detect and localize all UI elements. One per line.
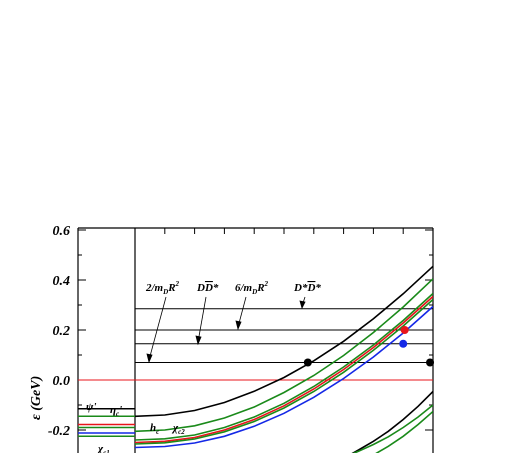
marker-point xyxy=(426,358,435,367)
series-curve xyxy=(352,404,433,453)
marker-point xyxy=(399,339,408,348)
threshold-label-6-mdr2: 6/mDR2 xyxy=(235,280,269,296)
series-curve xyxy=(135,298,433,445)
arrow-2-mdr2-head xyxy=(146,353,153,364)
series-curve xyxy=(351,390,433,453)
threshold-lines xyxy=(78,308,433,381)
level-label-chic1: χc1 xyxy=(96,443,110,453)
y-ticks: 0.6 0.4 0.2 0.0 -0.2 xyxy=(48,224,433,439)
threshold-labels: 2/mDR2 DD* 6/mDR2 D*D* xyxy=(145,280,321,296)
y-axis-label: ε (GeV) xyxy=(29,376,44,420)
left-level-labels: ψ' ηc' hc χc2 χc1 xyxy=(86,401,185,453)
y-tick-label: 0.2 xyxy=(53,324,71,339)
annotation-arrows xyxy=(146,296,306,364)
series-curve xyxy=(135,305,433,449)
y-tick-label: 0.6 xyxy=(53,224,71,239)
level-label-chic2: χc2 xyxy=(171,422,185,436)
series-curve xyxy=(135,292,433,441)
threshold-label-dstar-dstar: D*D* xyxy=(293,282,321,294)
series-curve xyxy=(135,265,433,418)
y-tick-label: -0.2 xyxy=(48,424,70,439)
threshold-label-ddstar: DD* xyxy=(196,282,219,294)
marker-point xyxy=(303,358,312,367)
series-curve xyxy=(375,410,433,453)
markers xyxy=(303,326,435,367)
level-label-etac-prime: ηc' xyxy=(110,404,122,418)
curves xyxy=(135,265,433,453)
series-curve xyxy=(135,278,433,433)
arrow-ddstar xyxy=(197,296,207,343)
series-curve xyxy=(135,295,433,444)
y-tick-label: 0.4 xyxy=(53,274,71,289)
y-tick-label: 0.0 xyxy=(53,374,71,389)
left-levels xyxy=(78,407,135,438)
arrow-2-mdr2 xyxy=(148,296,167,361)
arrow-ddstar-head xyxy=(195,335,202,346)
marker-point xyxy=(400,326,409,334)
level-label-psi-prime: ψ' xyxy=(86,401,96,413)
top-ticks xyxy=(164,228,404,234)
threshold-label-2-mdr2: 2/mDR2 xyxy=(145,280,180,296)
arrow-6-mdr2-head xyxy=(235,320,242,331)
level-label-hc: hc xyxy=(150,422,159,436)
arrow-dstar-dstar-head xyxy=(299,300,306,310)
